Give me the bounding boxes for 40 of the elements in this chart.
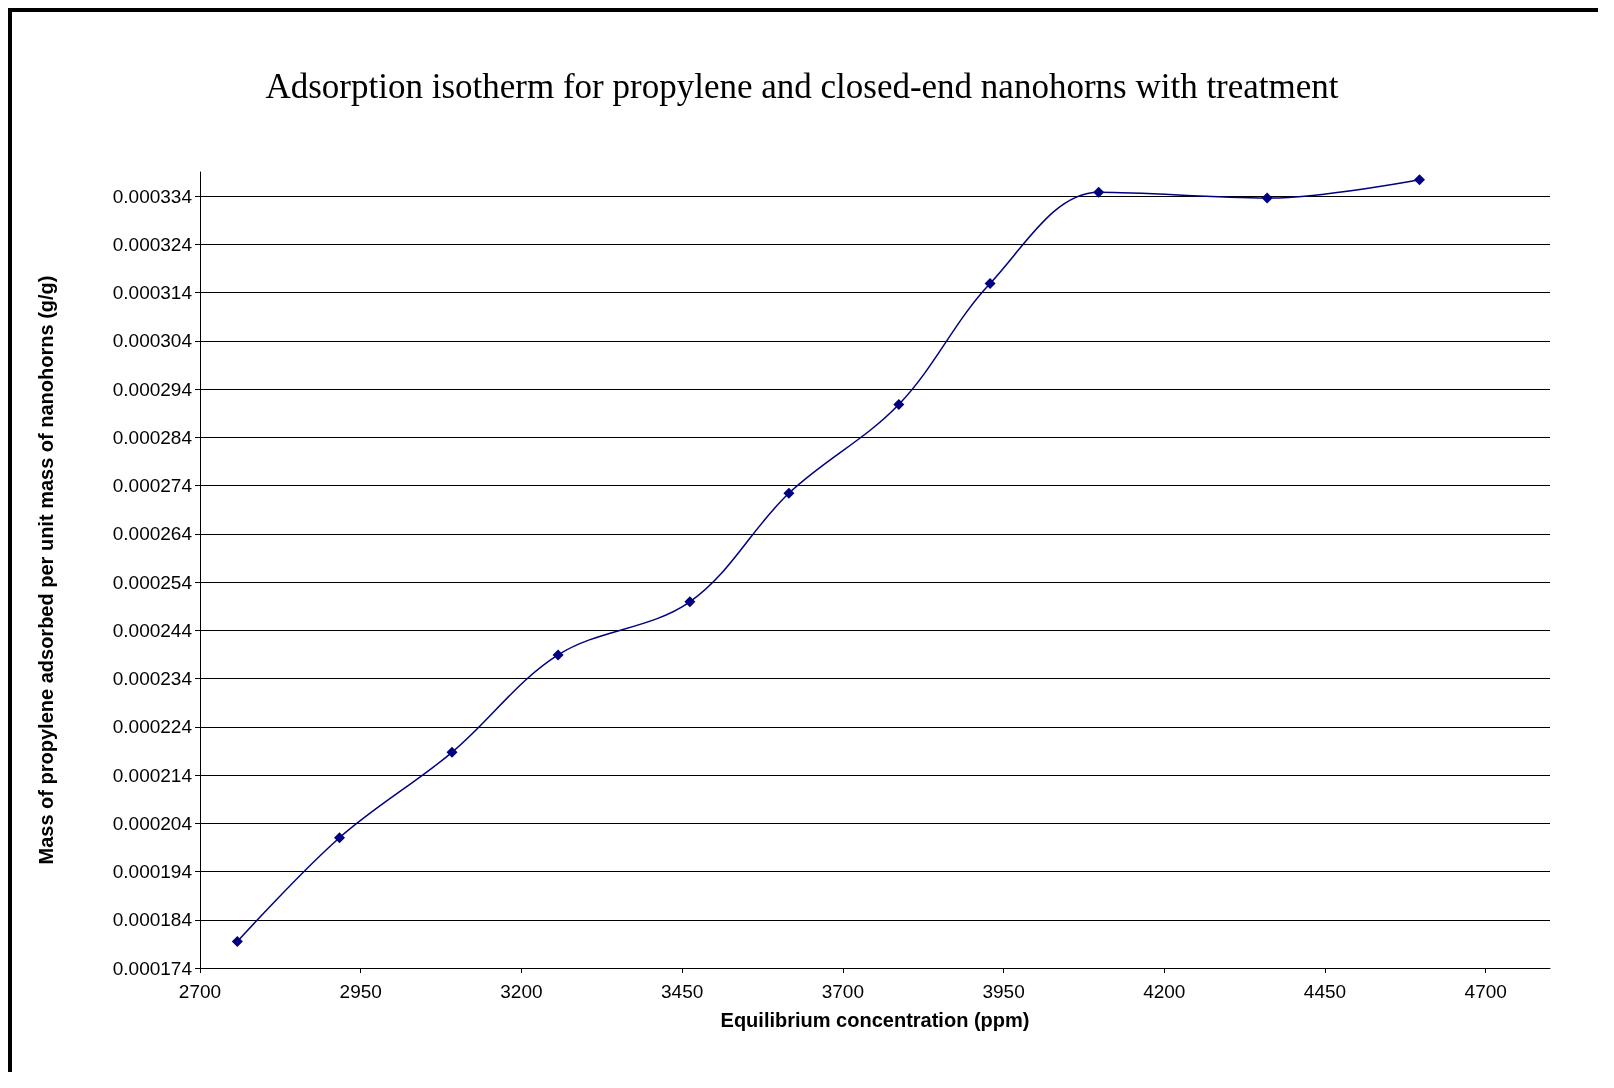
y-tick-label: 0.000304 bbox=[112, 330, 193, 352]
y-axis-title: Mass of propylene adsorbed per unit mass of nanohorns (g/g) bbox=[35, 275, 57, 865]
x-tick-label: 3200 bbox=[500, 981, 543, 1002]
y-tick-label: 0.000274 bbox=[112, 475, 193, 497]
y-tick-label: 0.000314 bbox=[112, 282, 193, 304]
point bbox=[1093, 186, 1105, 198]
x-tick-label: 4200 bbox=[1143, 981, 1186, 1002]
y-tick-label: 0.000214 bbox=[112, 764, 193, 786]
x-tick-label: 3450 bbox=[661, 981, 704, 1002]
point bbox=[783, 487, 795, 499]
point bbox=[684, 596, 696, 608]
y-tick-label: 0.000204 bbox=[112, 812, 193, 834]
y-tick-label: 0.000334 bbox=[112, 185, 193, 207]
x-tick-label: 3950 bbox=[982, 981, 1025, 1002]
x-tick-label: 4450 bbox=[1303, 981, 1347, 1002]
y-tick-label: 0.000324 bbox=[112, 233, 193, 255]
point bbox=[984, 277, 996, 289]
y-tick-label: 0.000294 bbox=[112, 378, 193, 400]
x-tick-label: 3700 bbox=[821, 981, 864, 1002]
y-tick-label: 0.000264 bbox=[112, 523, 193, 545]
x-tick-label: 4700 bbox=[1464, 981, 1507, 1002]
point bbox=[446, 746, 458, 758]
y-tick-label: 0.000184 bbox=[112, 909, 193, 931]
x-tick-label: 2700 bbox=[178, 981, 222, 1002]
point bbox=[1261, 192, 1273, 204]
x-axis-title: Equilibrium concentration (ppm) bbox=[720, 1009, 1030, 1031]
point bbox=[552, 649, 564, 661]
point bbox=[334, 832, 345, 844]
y-tick-label: 0.000174 bbox=[112, 957, 193, 979]
y-tick-label: 0.000244 bbox=[112, 619, 193, 641]
point bbox=[893, 399, 905, 411]
y-tick-label: 0.000254 bbox=[112, 571, 193, 593]
point bbox=[231, 935, 243, 947]
x-tick-label: 2950 bbox=[339, 981, 382, 1002]
point bbox=[1414, 174, 1425, 186]
y-tick-label: 0.000234 bbox=[112, 668, 193, 690]
y-tick-label: 0.000194 bbox=[112, 861, 193, 883]
y-tick-label: 0.000224 bbox=[112, 716, 193, 738]
y-tick-label: 0.000284 bbox=[112, 426, 193, 448]
chart-title: Adsorption isotherm for propylene and closed-end nanohorns with treatment bbox=[265, 67, 1339, 106]
